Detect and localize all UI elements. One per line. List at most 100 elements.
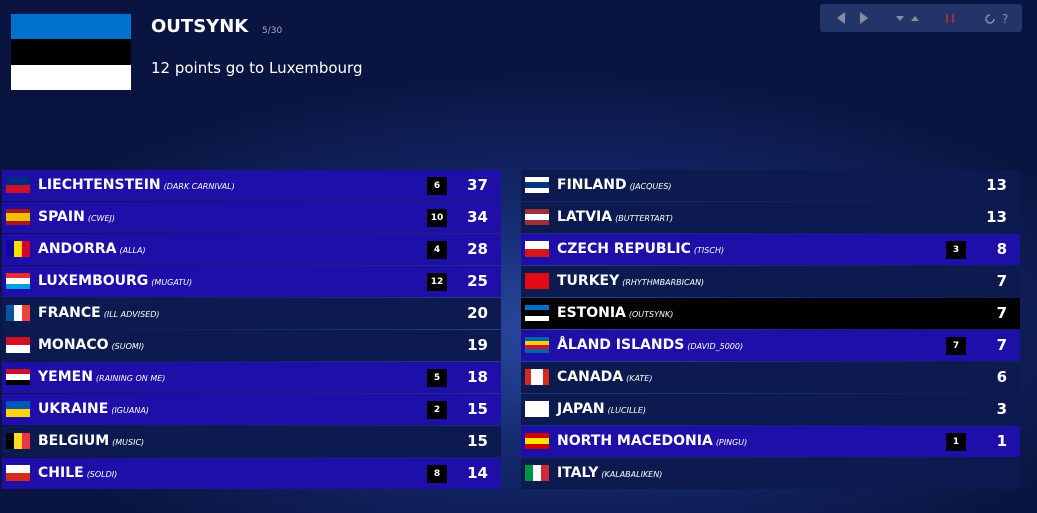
country-label: FRANCE (ILL ADVISED) bbox=[38, 305, 160, 321]
country-label: LUXEMBOURG (MUGATU) bbox=[38, 273, 192, 289]
country-name: TURKEY bbox=[557, 273, 620, 289]
voter-name: OUTSYNK bbox=[151, 16, 249, 37]
artist-name: (RHYTHMBARBICAN) bbox=[622, 278, 705, 287]
flag-stripe bbox=[6, 241, 14, 257]
flag-stripe bbox=[6, 369, 30, 375]
flag-stripe bbox=[525, 241, 549, 249]
points-awarded: 3 bbox=[946, 241, 966, 259]
flag-stripe bbox=[525, 219, 549, 225]
flag-stripe bbox=[537, 369, 543, 385]
country-row: FINLAND (JACQUES) 13 bbox=[521, 170, 1020, 201]
country-flag bbox=[6, 273, 30, 289]
flag-stripe bbox=[6, 337, 30, 345]
country-name: LUXEMBOURG bbox=[38, 273, 149, 289]
total-score: 13 bbox=[986, 176, 1007, 194]
country-flag bbox=[525, 305, 549, 321]
country-row: CZECH REPUBLIC (TISCH) 3 8 bbox=[521, 234, 1020, 265]
country-row: BELGIUM (MUSIC) 15 bbox=[2, 426, 501, 457]
country-flag bbox=[525, 433, 549, 449]
country-flag bbox=[525, 209, 549, 225]
sort-down[interactable] bbox=[896, 16, 904, 21]
prev-button[interactable] bbox=[837, 12, 845, 24]
country-flag bbox=[6, 177, 30, 193]
artist-name: (MUSIC) bbox=[112, 438, 145, 447]
points-awarded: 10 bbox=[427, 209, 447, 227]
help-button[interactable]: ? bbox=[1002, 12, 1008, 26]
country-label: LATVIA (BUTTERTART) bbox=[557, 209, 673, 225]
points-awarded: 12 bbox=[427, 273, 447, 291]
flag-stripe bbox=[525, 345, 549, 349]
flag-stripe bbox=[14, 241, 22, 257]
artist-name: (RAINING ON ME) bbox=[95, 374, 166, 383]
points-awarded: 7 bbox=[946, 337, 966, 355]
flag-stripe bbox=[6, 409, 30, 417]
country-row: FRANCE (ILL ADVISED) 20 bbox=[2, 298, 501, 329]
country-label: CANADA (KATE) bbox=[557, 369, 652, 385]
country-row: TURKEY (RHYTHMBARBICAN) 7 bbox=[521, 266, 1020, 297]
country-label: ESTONIA (OUTSYNK) bbox=[557, 305, 673, 321]
flag-stripe bbox=[525, 433, 549, 439]
total-score: 37 bbox=[467, 176, 488, 194]
country-row: LATVIA (BUTTERTART) 13 bbox=[521, 202, 1020, 233]
flag-stripe bbox=[22, 433, 30, 449]
country-label: BELGIUM (MUSIC) bbox=[38, 433, 144, 449]
country-flag bbox=[6, 401, 30, 417]
country-flag bbox=[525, 273, 549, 289]
total-score: 19 bbox=[467, 336, 488, 354]
toolbar-icons: ? bbox=[837, 12, 1008, 26]
country-name: ESTONIA bbox=[557, 305, 626, 321]
flag-stripe bbox=[525, 349, 549, 353]
points-awarded: 2 bbox=[427, 401, 447, 419]
country-label: CHILE (SOLDI) bbox=[38, 465, 117, 481]
next-button[interactable] bbox=[860, 12, 868, 24]
country-flag bbox=[6, 241, 30, 257]
right-panel: FINLAND (JACQUES) 13 LATVIA (BUTTERTART) 13 CZ… bbox=[521, 170, 1020, 490]
country-row: LIECHTENSTEIN (DARK CARNIVAL) 6 37 bbox=[2, 170, 501, 201]
toolbar: ? bbox=[820, 4, 1022, 32]
reset-button[interactable] bbox=[985, 14, 995, 24]
artist-name: (SUOMI) bbox=[111, 342, 145, 351]
flag-stripe bbox=[14, 305, 22, 321]
progress: 5/30 bbox=[262, 26, 283, 36]
artist-name: (JACQUES) bbox=[629, 182, 672, 191]
flag-stripe bbox=[541, 465, 549, 481]
flag-stripe bbox=[6, 305, 14, 321]
country-row: ITALY (KALABALIKEN) bbox=[521, 458, 1020, 489]
flag-stripe bbox=[533, 465, 541, 481]
country-row: MONACO (SUOMI) 19 bbox=[2, 330, 501, 361]
flag-stripe bbox=[525, 209, 549, 215]
flag-stripe bbox=[525, 401, 549, 417]
country-flag bbox=[525, 401, 549, 417]
total-score: 7 bbox=[996, 272, 1007, 290]
voter-flag bbox=[11, 14, 131, 90]
flag-stripe bbox=[525, 305, 549, 311]
flag-stripe bbox=[6, 433, 14, 449]
total-score: 8 bbox=[996, 240, 1007, 258]
flag-stripe bbox=[525, 273, 549, 289]
country-flag bbox=[6, 305, 30, 321]
artist-name: (KALABALIKEN) bbox=[601, 470, 663, 479]
total-score: 34 bbox=[467, 208, 488, 226]
country-row: CHILE (SOLDI) 8 14 bbox=[2, 458, 501, 489]
country-name: LIECHTENSTEIN bbox=[38, 177, 161, 193]
country-label: ÅLAND ISLANDS (DAVID_5000) bbox=[557, 337, 743, 353]
country-name: FINLAND bbox=[557, 177, 627, 193]
country-name: UKRAINE bbox=[38, 401, 109, 417]
artist-name: (KATE) bbox=[626, 374, 653, 383]
country-label: UKRAINE (IGUANA) bbox=[38, 401, 149, 417]
flag-stripe bbox=[525, 337, 549, 341]
country-label: LIECHTENSTEIN (DARK CARNIVAL) bbox=[38, 177, 235, 193]
country-name: NORTH MACEDONIA bbox=[557, 433, 713, 449]
total-score: 3 bbox=[996, 400, 1007, 418]
total-score: 14 bbox=[467, 464, 488, 482]
flag-stripe bbox=[525, 438, 549, 444]
sort-up[interactable] bbox=[911, 16, 919, 21]
pause-button[interactable] bbox=[946, 14, 948, 23]
artist-name: (MUGATU) bbox=[151, 278, 193, 287]
country-name: JAPAN bbox=[557, 401, 605, 417]
country-name: CHILE bbox=[38, 465, 84, 481]
country-name: ITALY bbox=[557, 465, 599, 481]
flag-stripe bbox=[525, 465, 533, 481]
flag-stripe bbox=[22, 305, 30, 321]
country-row: SPAIN (CWEJ) 10 34 bbox=[2, 202, 501, 233]
